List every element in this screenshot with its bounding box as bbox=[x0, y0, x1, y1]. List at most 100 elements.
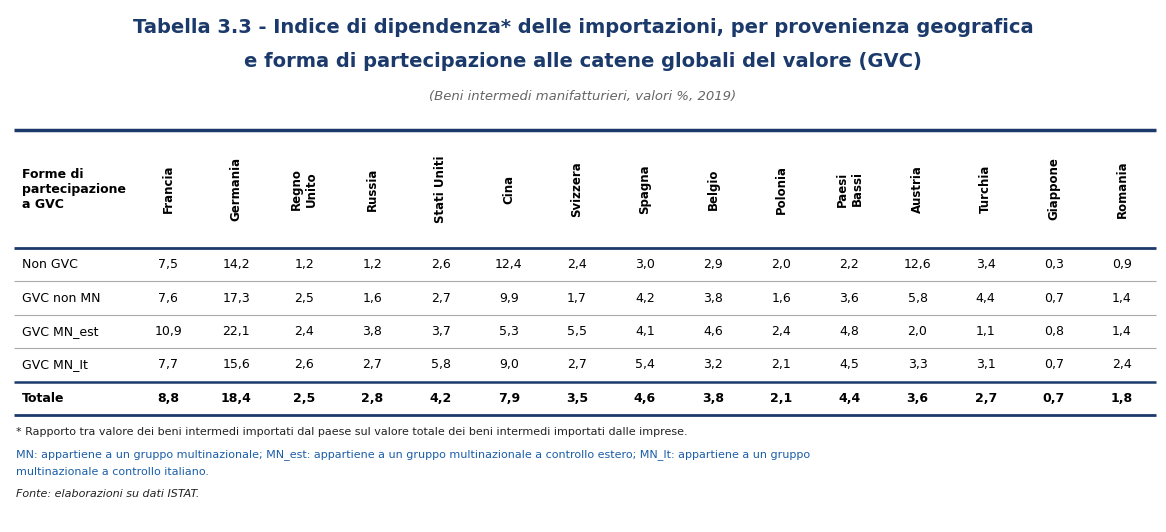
Text: 7,6: 7,6 bbox=[159, 292, 178, 305]
Text: Romania: Romania bbox=[1116, 160, 1129, 218]
Text: 2,5: 2,5 bbox=[294, 292, 315, 305]
Text: 3,6: 3,6 bbox=[840, 292, 859, 305]
Text: Cina: Cina bbox=[503, 174, 515, 204]
Text: 0,7: 0,7 bbox=[1044, 292, 1063, 305]
Text: 2,1: 2,1 bbox=[772, 359, 792, 371]
Text: Stati Uniti: Stati Uniti bbox=[434, 155, 447, 223]
Text: Totale: Totale bbox=[22, 392, 64, 405]
Text: Francia: Francia bbox=[162, 165, 175, 213]
Text: 1,8: 1,8 bbox=[1111, 392, 1133, 405]
Text: Belgio: Belgio bbox=[707, 168, 719, 210]
Text: 3,2: 3,2 bbox=[703, 359, 723, 371]
Text: 2,6: 2,6 bbox=[430, 258, 450, 271]
Text: Paesi
Bassi: Paesi Bassi bbox=[835, 171, 863, 206]
Text: 4,2: 4,2 bbox=[429, 392, 451, 405]
Text: 4,6: 4,6 bbox=[634, 392, 656, 405]
Text: 2,7: 2,7 bbox=[975, 392, 997, 405]
Text: 1,4: 1,4 bbox=[1112, 292, 1132, 305]
Text: 4,6: 4,6 bbox=[703, 325, 723, 338]
Text: 12,4: 12,4 bbox=[494, 258, 522, 271]
Text: 5,4: 5,4 bbox=[635, 359, 655, 371]
Text: 2,0: 2,0 bbox=[907, 325, 927, 338]
Text: 0,8: 0,8 bbox=[1044, 325, 1063, 338]
Text: 3,6: 3,6 bbox=[906, 392, 928, 405]
Text: 5,8: 5,8 bbox=[430, 359, 450, 371]
Text: 3,8: 3,8 bbox=[702, 392, 724, 405]
Text: GVC non MN: GVC non MN bbox=[22, 292, 100, 305]
Text: 4,8: 4,8 bbox=[840, 325, 859, 338]
Text: 8,8: 8,8 bbox=[157, 392, 180, 405]
Text: Fonte: elaborazioni su dati ISTAT.: Fonte: elaborazioni su dati ISTAT. bbox=[16, 489, 199, 499]
Text: 12,6: 12,6 bbox=[904, 258, 932, 271]
Text: 2,6: 2,6 bbox=[295, 359, 314, 371]
Text: Forme di
partecipazione
a GVC: Forme di partecipazione a GVC bbox=[22, 168, 126, 211]
Text: 5,8: 5,8 bbox=[907, 292, 927, 305]
Text: 0,3: 0,3 bbox=[1044, 258, 1063, 271]
Text: 14,2: 14,2 bbox=[223, 258, 250, 271]
Text: 3,0: 3,0 bbox=[635, 258, 655, 271]
Text: 4,4: 4,4 bbox=[838, 392, 861, 405]
Text: Svizzera: Svizzera bbox=[570, 161, 583, 217]
Text: 17,3: 17,3 bbox=[223, 292, 250, 305]
Text: 4,2: 4,2 bbox=[635, 292, 655, 305]
Text: 2,7: 2,7 bbox=[430, 292, 450, 305]
Text: 2,7: 2,7 bbox=[363, 359, 382, 371]
Text: 1,4: 1,4 bbox=[1112, 325, 1132, 338]
Text: Giappone: Giappone bbox=[1047, 157, 1060, 220]
Text: 9,0: 9,0 bbox=[499, 359, 519, 371]
Text: Regno
Unito: Regno Unito bbox=[290, 168, 318, 210]
Text: 3,8: 3,8 bbox=[363, 325, 382, 338]
Text: 4,5: 4,5 bbox=[840, 359, 859, 371]
Text: Tabella 3.3 - Indice di dipendenza* delle importazioni, per provenienza geografi: Tabella 3.3 - Indice di dipendenza* dell… bbox=[133, 18, 1033, 37]
Text: 7,7: 7,7 bbox=[159, 359, 178, 371]
Text: GVC MN_It: GVC MN_It bbox=[22, 359, 87, 371]
Text: 3,5: 3,5 bbox=[566, 392, 588, 405]
Text: MN: appartiene a un gruppo multinazionale; MN_est: appartiene a un gruppo multin: MN: appartiene a un gruppo multinazional… bbox=[16, 449, 810, 460]
Text: 2,4: 2,4 bbox=[1112, 359, 1132, 371]
Text: 2,0: 2,0 bbox=[772, 258, 792, 271]
Text: * Rapporto tra valore dei beni intermedi importati dal paese sul valore totale d: * Rapporto tra valore dei beni intermedi… bbox=[16, 427, 688, 437]
Text: 10,9: 10,9 bbox=[154, 325, 182, 338]
Text: 15,6: 15,6 bbox=[223, 359, 250, 371]
Text: 4,4: 4,4 bbox=[976, 292, 996, 305]
Text: 0,7: 0,7 bbox=[1042, 392, 1065, 405]
Text: 0,9: 0,9 bbox=[1112, 258, 1132, 271]
Text: 2,4: 2,4 bbox=[567, 258, 586, 271]
Text: 4,1: 4,1 bbox=[635, 325, 655, 338]
Text: Spagna: Spagna bbox=[639, 164, 652, 214]
Text: 3,4: 3,4 bbox=[976, 258, 996, 271]
Text: 2,7: 2,7 bbox=[567, 359, 586, 371]
Text: 3,8: 3,8 bbox=[703, 292, 723, 305]
Text: 1,1: 1,1 bbox=[976, 325, 996, 338]
Text: 7,5: 7,5 bbox=[159, 258, 178, 271]
Text: Austria: Austria bbox=[911, 165, 923, 213]
Text: multinazionale a controllo italiano.: multinazionale a controllo italiano. bbox=[16, 467, 209, 477]
Text: 1,6: 1,6 bbox=[363, 292, 382, 305]
Text: 2,1: 2,1 bbox=[770, 392, 793, 405]
Text: 5,5: 5,5 bbox=[567, 325, 586, 338]
Text: 3,1: 3,1 bbox=[976, 359, 996, 371]
Text: e forma di partecipazione alle catene globali del valore (GVC): e forma di partecipazione alle catene gl… bbox=[244, 52, 922, 71]
Text: Turchia: Turchia bbox=[979, 165, 992, 213]
Text: 1,7: 1,7 bbox=[567, 292, 586, 305]
Text: 7,9: 7,9 bbox=[498, 392, 520, 405]
Text: 2,2: 2,2 bbox=[840, 258, 859, 271]
Text: 1,2: 1,2 bbox=[363, 258, 382, 271]
Text: GVC MN_est: GVC MN_est bbox=[22, 325, 98, 338]
Text: 5,3: 5,3 bbox=[499, 325, 519, 338]
Text: (Beni intermedi manifatturieri, valori %, 2019): (Beni intermedi manifatturieri, valori %… bbox=[429, 90, 737, 103]
Text: 1,6: 1,6 bbox=[772, 292, 792, 305]
Text: 9,9: 9,9 bbox=[499, 292, 519, 305]
Text: 22,1: 22,1 bbox=[223, 325, 250, 338]
Text: Non GVC: Non GVC bbox=[22, 258, 78, 271]
Text: 0,7: 0,7 bbox=[1044, 359, 1063, 371]
Text: Germania: Germania bbox=[230, 157, 243, 221]
Text: 18,4: 18,4 bbox=[220, 392, 252, 405]
Text: 2,4: 2,4 bbox=[772, 325, 792, 338]
Text: 2,4: 2,4 bbox=[295, 325, 314, 338]
Text: Russia: Russia bbox=[366, 167, 379, 211]
Text: 3,7: 3,7 bbox=[430, 325, 450, 338]
Text: 2,8: 2,8 bbox=[361, 392, 384, 405]
Text: 2,9: 2,9 bbox=[703, 258, 723, 271]
Text: Polonia: Polonia bbox=[774, 164, 788, 213]
